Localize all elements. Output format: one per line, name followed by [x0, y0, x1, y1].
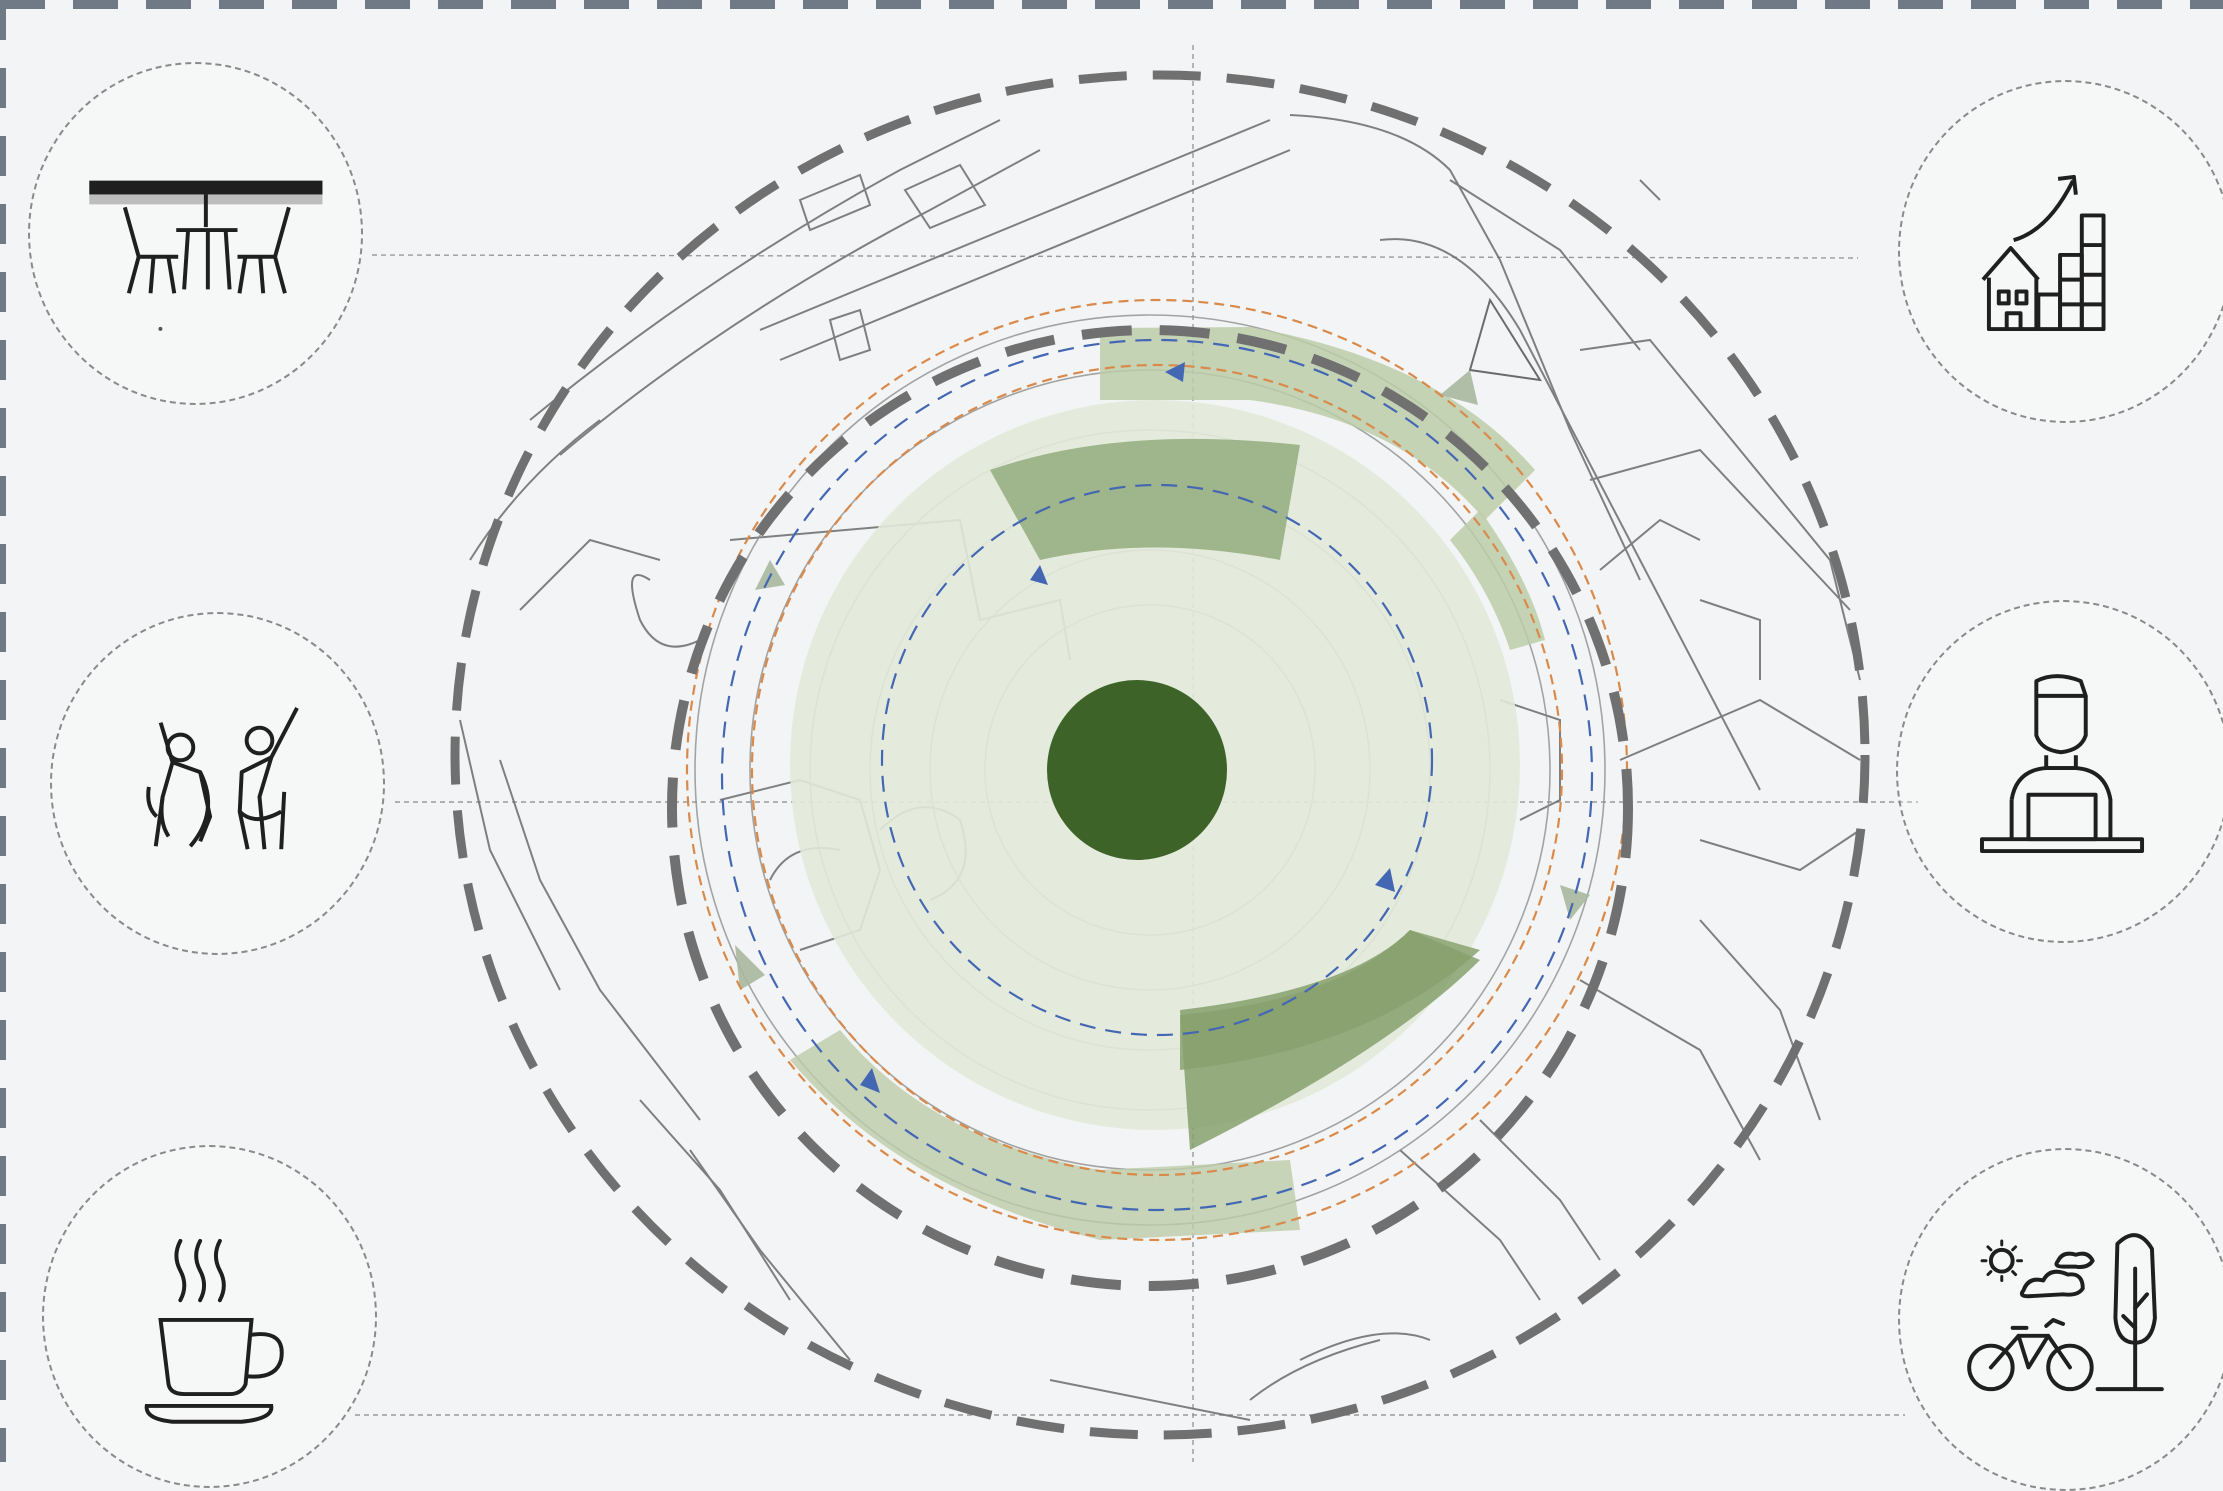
- blue-circulation-paths: [720, 338, 1594, 1212]
- icon-circle-coffee: [42, 1145, 377, 1488]
- exercising-people-icon: [146, 707, 299, 850]
- green-zone-bottom-right-block: [1180, 930, 1480, 1150]
- icon-circle-dining: [28, 62, 363, 405]
- outer-dashed-boundary: [450, 70, 1870, 1440]
- green-zone-top-inner: [990, 438, 1300, 560]
- icon-circle-nature: [1898, 1148, 2223, 1491]
- icon-circle-exercise: [50, 612, 385, 955]
- circulation-arrows: [860, 362, 1395, 1093]
- icon-circle-work: [1896, 600, 2223, 943]
- housing-growth-icon: [1981, 174, 2106, 332]
- site-plan-linework: [459, 114, 1861, 1421]
- coffee-cup-icon: [144, 1238, 284, 1424]
- person-at-laptop-icon: [1980, 674, 2145, 854]
- triangle-markers: [735, 370, 1590, 990]
- green-zones: [790, 297, 1545, 1240]
- outdoor-dining-icon: [89, 180, 323, 331]
- inner-dashed-boundary: [667, 325, 1633, 1291]
- central-green-core: [1047, 680, 1227, 860]
- green-zone-right-outer: [1450, 510, 1545, 650]
- icon-circle-housing: [1898, 80, 2223, 423]
- green-zone-top-outer: [1100, 327, 1535, 520]
- green-zone-bottom-left: [790, 1030, 1300, 1240]
- bike-and-nature-icon: [1967, 1233, 2164, 1392]
